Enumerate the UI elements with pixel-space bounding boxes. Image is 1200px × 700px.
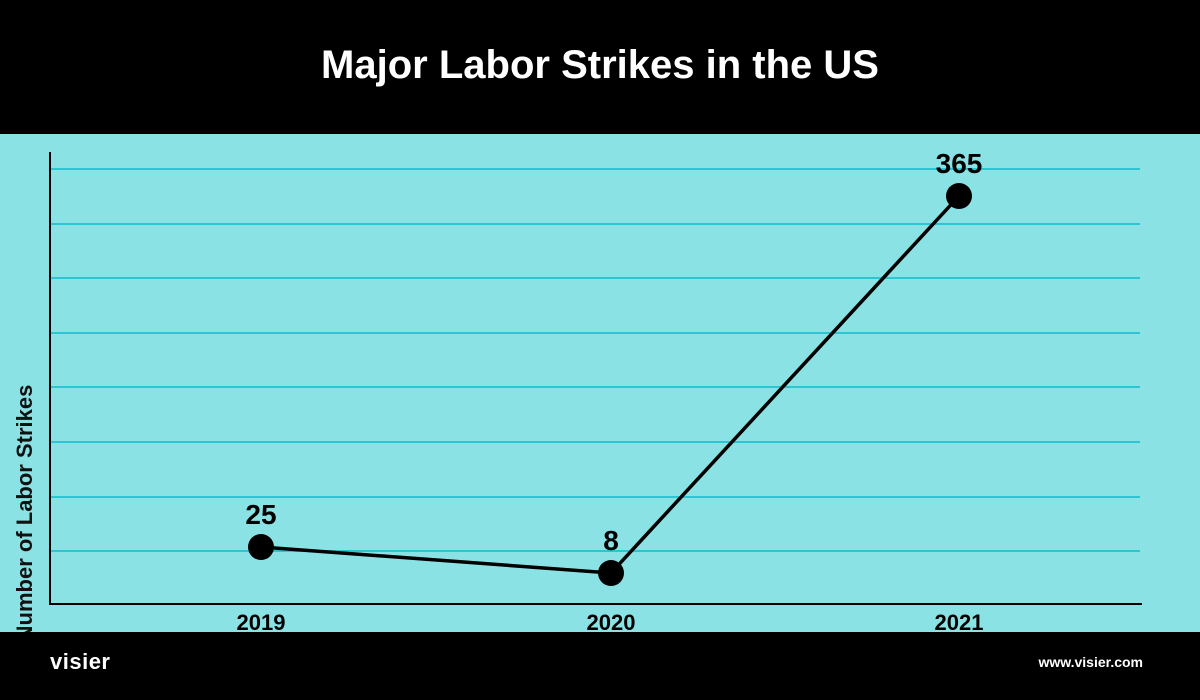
x-tick-label-2019: 2019 [237, 610, 286, 632]
footer: visier www.visier.com [0, 632, 1200, 700]
x-tick-label-2020: 2020 [587, 610, 636, 632]
chart-panel: 25 8 365 2019 2020 2021 Number of Labor Strik… [0, 134, 1200, 641]
line-chart: 25 8 365 2019 2020 2021 [49, 148, 1142, 632]
brand-logo: visier [50, 649, 111, 674]
data-label-2019: 25 [245, 499, 276, 530]
y-axis-label: Number of Labor Strikes [12, 384, 37, 642]
data-point-2019 [248, 534, 274, 560]
chart-header: Major Labor Strikes in the US [0, 0, 1200, 134]
website-link[interactable]: www.visier.com [1038, 654, 1143, 670]
data-point-2021 [946, 183, 972, 209]
data-label-2021: 365 [936, 148, 983, 179]
data-point-2020 [598, 560, 624, 586]
data-label-2020: 8 [603, 525, 619, 556]
chart-title: Major Labor Strikes in the US [321, 42, 879, 87]
x-tick-label-2021: 2021 [935, 610, 984, 632]
series-line [260, 194, 961, 575]
